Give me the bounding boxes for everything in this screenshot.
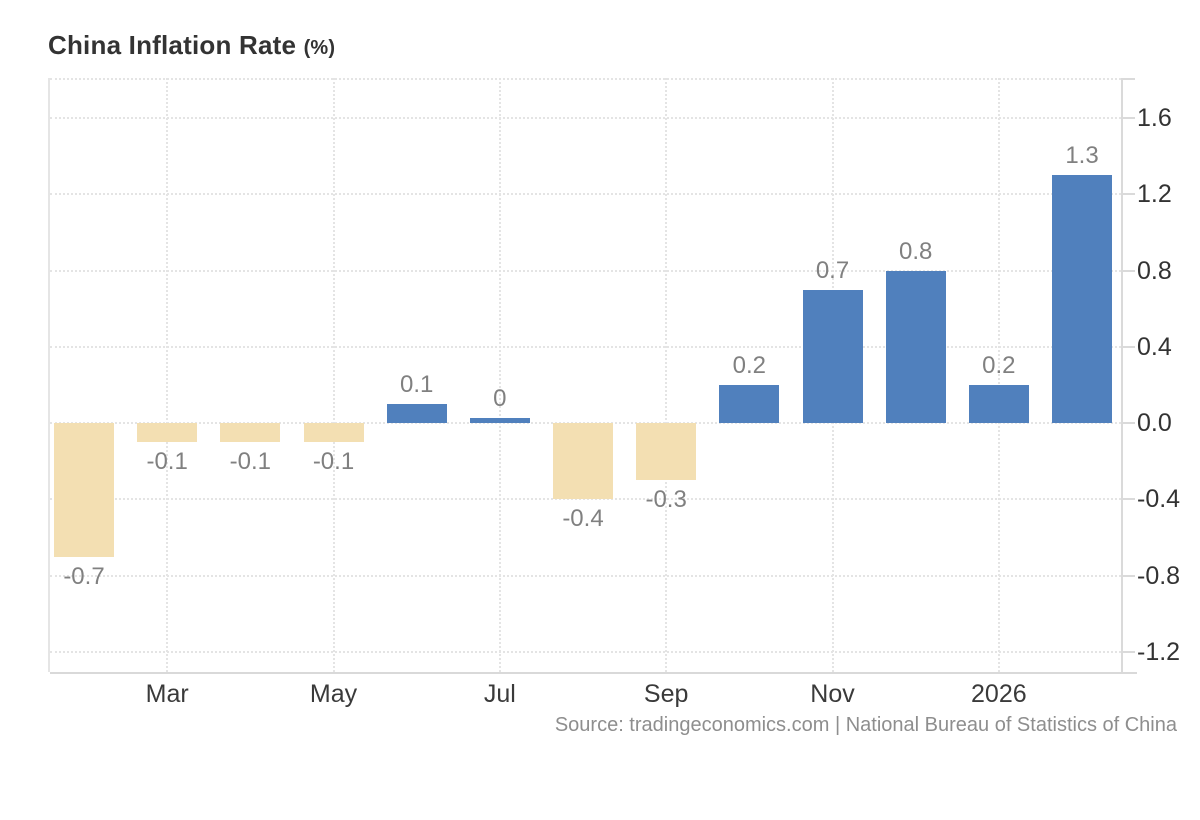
bar-value-label: 1.3 <box>1065 142 1099 170</box>
x-tick-label: 2026 <box>971 680 1027 708</box>
bar[interactable] <box>553 423 613 500</box>
y-tick-label: 0.8 <box>1137 256 1172 285</box>
x-tick-label: Nov <box>810 680 855 708</box>
y-axis-tick <box>1121 498 1135 501</box>
y-tick-label: -0.4 <box>1137 485 1181 514</box>
bar[interactable] <box>1052 175 1112 424</box>
gridline-vertical <box>498 78 501 672</box>
bar-value-label: -0.7 <box>63 562 105 590</box>
bar[interactable] <box>220 423 281 443</box>
y-axis-tick <box>1121 422 1135 425</box>
bar-value-label: 0.7 <box>815 256 850 284</box>
x-axis-line <box>50 672 1137 674</box>
bar[interactable] <box>386 404 447 424</box>
y-axis-tick <box>1121 78 1135 80</box>
y-tick-label: -0.8 <box>1137 561 1181 590</box>
bar[interactable] <box>636 423 697 481</box>
y-tick-label: 1.2 <box>1137 180 1172 209</box>
bar-value-label: -0.3 <box>645 486 687 514</box>
y-axis-tick <box>1121 574 1135 577</box>
y-tick-label: 0.0 <box>1137 409 1172 438</box>
gridline-vertical <box>166 78 169 672</box>
bar-value-label: -0.1 <box>229 448 271 476</box>
bar-value-label: 0 <box>493 385 507 413</box>
bar-value-label: 0.2 <box>732 352 767 379</box>
gridline-vertical <box>332 78 335 672</box>
chart-title-unit: (%) <box>303 37 336 59</box>
bar-value-label: 0.2 <box>982 352 1016 379</box>
gridline-horizontal <box>50 117 1121 120</box>
gridline-horizontal <box>50 498 1121 501</box>
chart-title-text: China Inflation Rate <box>48 30 297 60</box>
bar[interactable] <box>137 423 198 443</box>
gridline-horizontal <box>50 574 1121 577</box>
gridline-vertical <box>665 78 668 672</box>
bar[interactable] <box>469 418 530 424</box>
bar-value-label: -0.1 <box>312 448 355 476</box>
gridline-horizontal <box>50 345 1121 348</box>
y-tick-label: -1.2 <box>1137 637 1181 666</box>
y-axis-tick <box>1121 345 1135 348</box>
y-axis-tick <box>1121 269 1135 272</box>
bar[interactable] <box>885 270 946 424</box>
gridline-horizontal <box>50 269 1121 272</box>
bar[interactable] <box>802 289 863 424</box>
gridline-horizontal <box>50 650 1121 653</box>
y-tick-label: 1.6 <box>1137 104 1172 133</box>
y-axis-tick <box>1121 650 1135 653</box>
y-tick-label: 0.4 <box>1137 332 1172 361</box>
y-axis-tick <box>1121 193 1135 196</box>
bar-value-label: -0.1 <box>146 448 188 476</box>
chart-title: China Inflation Rate (%) <box>48 30 335 61</box>
bar-value-label: 0.1 <box>399 371 434 399</box>
plot-top-border <box>50 78 1121 80</box>
y-axis-tick <box>1121 117 1135 120</box>
source-attribution: Source: tradingeconomics.com | National … <box>554 714 1177 736</box>
gridline-horizontal <box>50 193 1121 196</box>
x-tick-label: May <box>309 680 358 708</box>
plot-area[interactable]: 1.6 1.2 0.8 0.4 0.0 -0.4 -0.8 -1.2 Mar May Jul Sep N… <box>48 78 1180 708</box>
bar[interactable] <box>54 423 114 557</box>
bar[interactable] <box>968 385 1029 424</box>
bar-value-label: -0.4 <box>562 505 604 533</box>
gridline-vertical <box>997 78 1000 672</box>
y-axis-line <box>1121 78 1123 674</box>
x-tick-label: Mar <box>145 680 189 708</box>
bar[interactable] <box>719 385 780 424</box>
x-tick-label: Sep <box>643 680 689 708</box>
bar-value-label: 0.8 <box>898 237 933 265</box>
x-tick-label: Jul <box>483 680 516 708</box>
bar[interactable] <box>303 423 364 443</box>
